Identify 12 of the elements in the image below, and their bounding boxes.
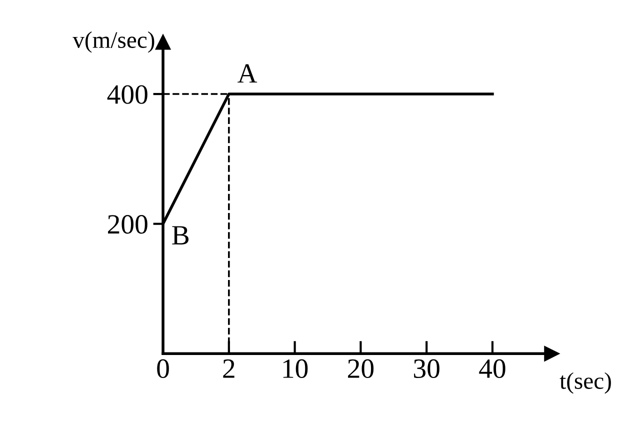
y-tick-label: 200 (108, 214, 148, 234)
x-tick-label: 20 (348, 359, 374, 378)
x-tick-label: 30 (414, 359, 440, 378)
annotation: B (172, 226, 189, 244)
x-tick-label: 0 (157, 359, 169, 378)
annotation: A (238, 64, 258, 83)
y-tick-label: 400 (107, 85, 148, 104)
x-tick-label: 40 (479, 359, 506, 378)
x-axis-title: t(sec) (560, 372, 611, 394)
y-axis-title: v(m/sec) (72, 31, 154, 53)
x-tick-label: 2 (223, 359, 234, 378)
x-tick-label: 10 (283, 359, 308, 378)
